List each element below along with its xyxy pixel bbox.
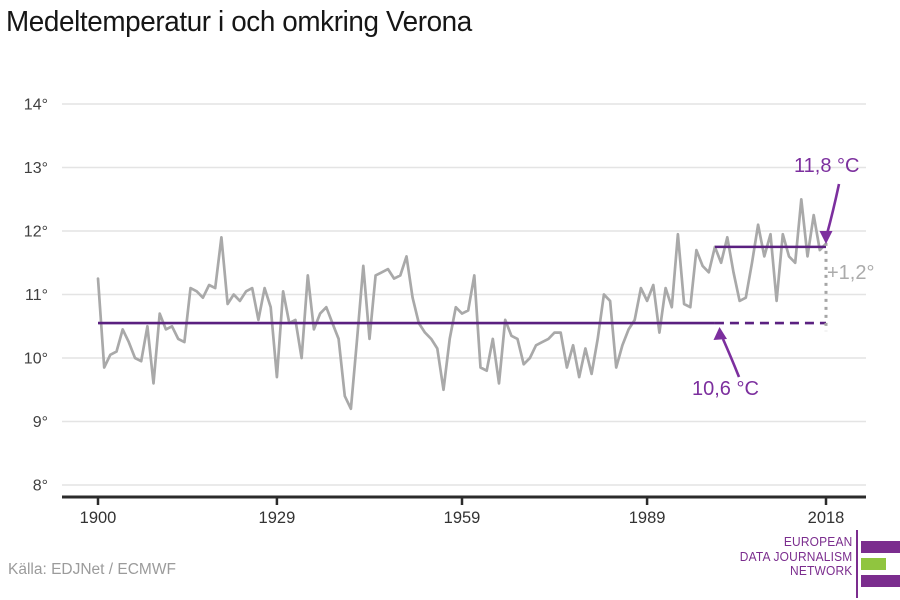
logo-bar-purple-top xyxy=(861,541,900,553)
logo-line-1: EUROPEAN xyxy=(783,534,852,549)
x-axis-labels: 1900 1929 1959 1989 2018 xyxy=(80,509,845,527)
high-average-label: 11,8 °C xyxy=(794,155,860,177)
delta-label: +1,2° xyxy=(827,262,875,284)
temperature-line xyxy=(96,197,828,411)
y-axis-label: 12° xyxy=(24,224,48,241)
y-axis-label: 13° xyxy=(24,160,48,177)
y-axis-label: 9° xyxy=(33,414,48,431)
arrow-to-high-baseline-icon xyxy=(819,183,841,244)
y-axis-label: 11° xyxy=(25,287,48,304)
x-axis-label: 1900 xyxy=(80,509,117,527)
edjnet-logo: EUROPEAN DATA JOURNALISM NETWORK xyxy=(739,534,852,579)
arrow-to-low-baseline-icon xyxy=(713,327,741,378)
logo-bar-purple-bottom xyxy=(861,575,900,587)
y-axis-label: 10° xyxy=(24,351,48,368)
logo-bar-green xyxy=(861,558,886,570)
logo-line-3: NETWORK xyxy=(789,563,852,578)
x-axis-ticks xyxy=(96,498,828,505)
logo-line-2: DATA JOURNALISM xyxy=(739,548,852,564)
gridlines xyxy=(62,103,866,486)
source-note: Källa: EDJNet / ECMWF xyxy=(8,561,176,578)
y-axis-labels: 8° 9° 10° 11° 12° 13° 14° xyxy=(24,97,48,495)
y-axis-label: 8° xyxy=(33,478,48,495)
x-axis-label: 2018 xyxy=(808,509,845,527)
x-axis-label: 1959 xyxy=(444,509,481,527)
logo-divider xyxy=(856,530,858,598)
x-axis-label: 1929 xyxy=(259,509,296,527)
low-average-label: 10,6 °C xyxy=(692,378,759,400)
y-axis-label: 14° xyxy=(24,97,48,114)
x-axis-label: 1989 xyxy=(629,509,666,527)
chart-title: Medeltemperatur i och omkring Verona xyxy=(6,6,472,38)
